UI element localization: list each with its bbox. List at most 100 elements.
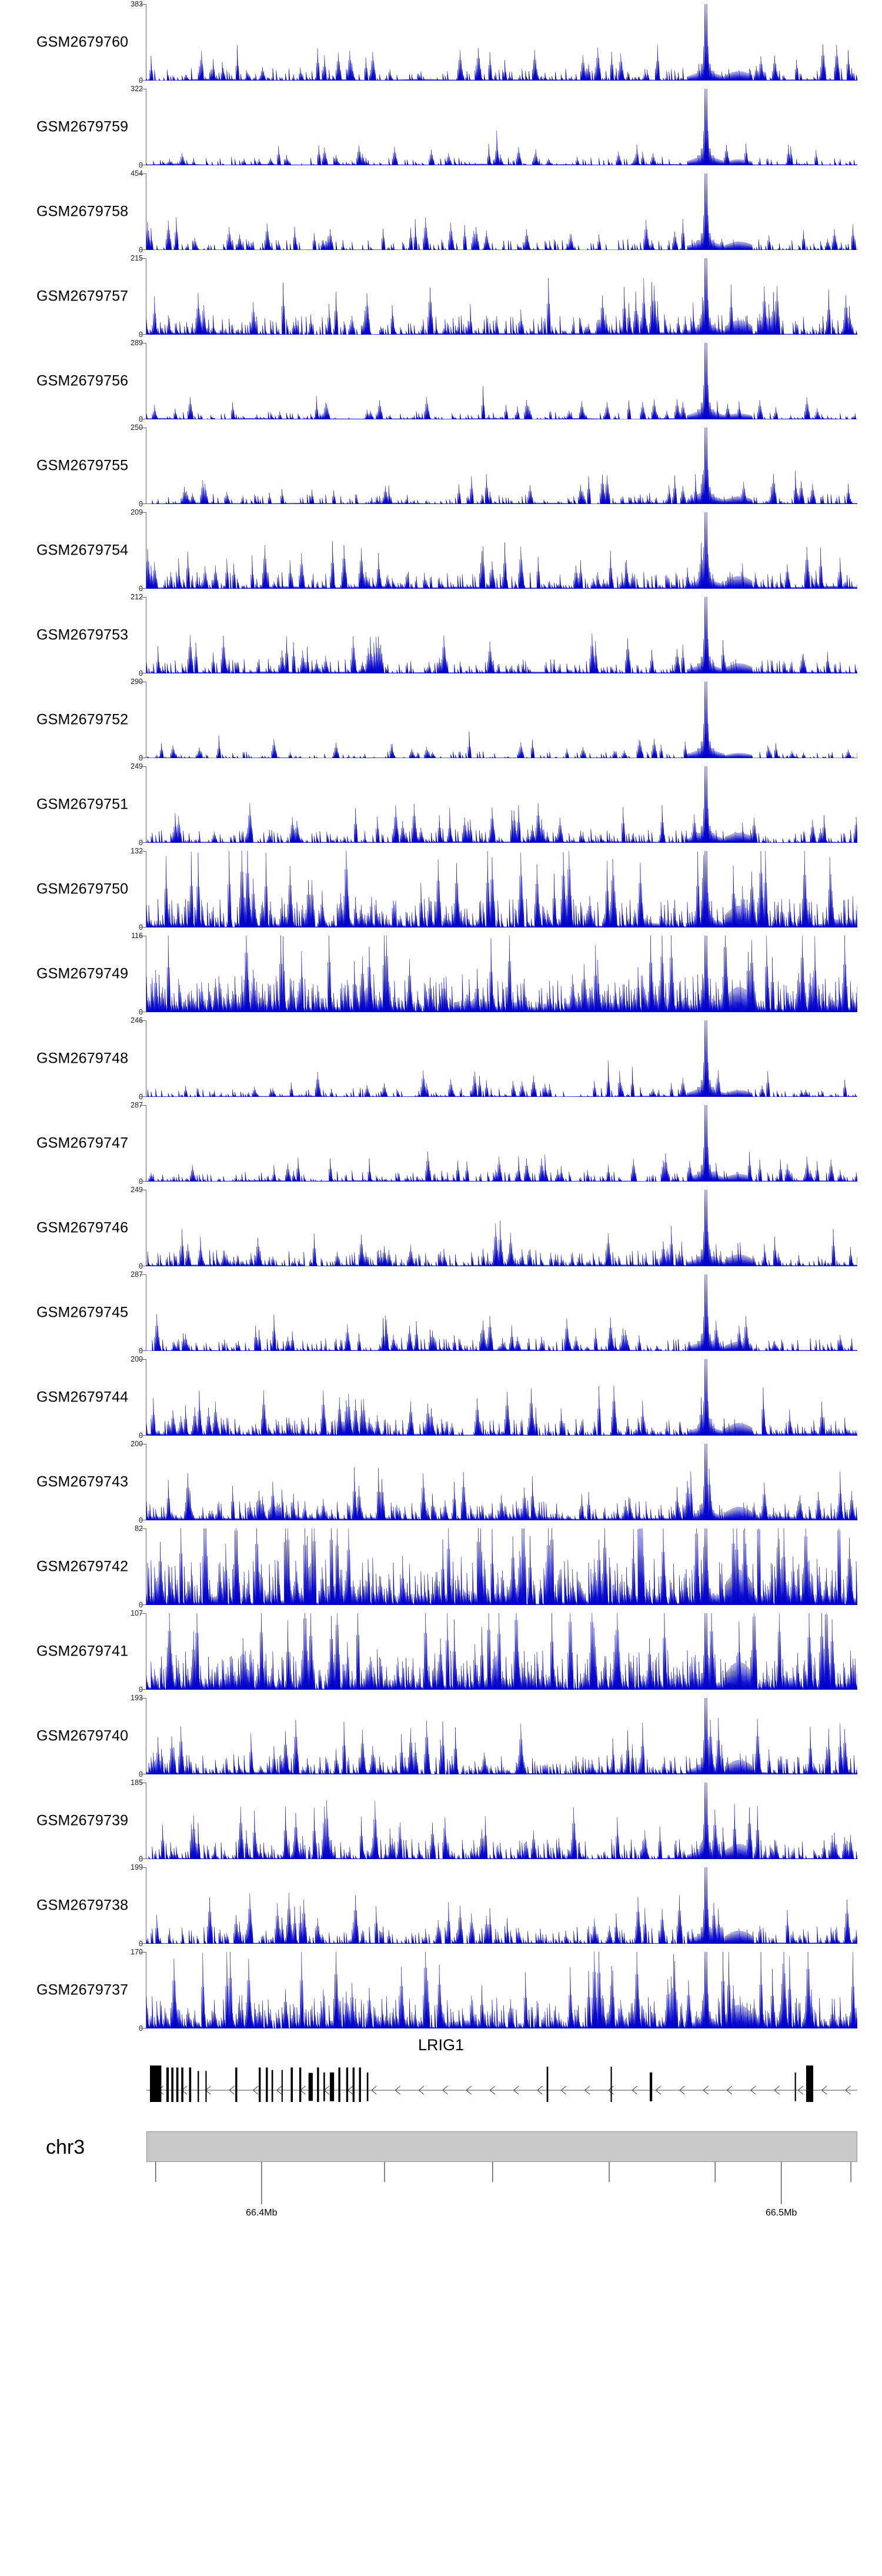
track-sample-label: GSM2679742 <box>36 1558 129 1575</box>
track-coverage-plot[interactable] <box>146 766 857 843</box>
axis-tick-label: 66.5Mb <box>765 2208 797 2218</box>
coverage-track-row[interactable]: GSM26797552500 <box>0 423 882 508</box>
track-y-axis-tick <box>140 1698 146 1699</box>
track-y-axis-tick <box>140 173 146 174</box>
track-axis-max-label: 289 <box>131 339 143 347</box>
track-coverage-plot[interactable] <box>146 936 857 1012</box>
track-coverage-plot[interactable] <box>146 597 857 673</box>
track-coverage-plot[interactable] <box>146 1105 857 1182</box>
coverage-track-row[interactable]: GSM26797462490 <box>0 1186 882 1270</box>
coverage-track-row[interactable]: GSM26797522900 <box>0 678 882 762</box>
track-sample-label: GSM2679753 <box>36 626 129 643</box>
coverage-track-row[interactable]: GSM26797472870 <box>0 1101 882 1186</box>
track-y-axis-tick <box>140 1096 146 1097</box>
track-coverage-plot[interactable] <box>146 1444 857 1520</box>
track-axis-max-label: 193 <box>131 1694 143 1702</box>
track-y-axis-tick <box>140 1350 146 1351</box>
coverage-track-row[interactable]: GSM26797452870 <box>0 1270 882 1355</box>
track-sample-label: GSM2679759 <box>36 118 129 135</box>
coverage-track-row[interactable]: GSM26797482460 <box>0 1016 882 1101</box>
track-y-axis-tick <box>140 4 146 5</box>
track-axis-max-label: 185 <box>131 1778 143 1787</box>
track-coverage-plot[interactable] <box>146 1529 857 1605</box>
track-coverage-plot[interactable] <box>146 1359 857 1436</box>
coverage-track-row[interactable]: GSM26797532120 <box>0 593 882 678</box>
track-sample-label: GSM2679754 <box>36 542 129 559</box>
track-coverage-plot[interactable] <box>146 1783 857 1859</box>
coverage-track-row[interactable]: GSM26797542090 <box>0 508 882 593</box>
track-coverage-plot[interactable] <box>146 258 857 335</box>
track-axis-max-label: 82 <box>135 1524 143 1533</box>
chromosome-ideogram-bar[interactable] <box>146 2131 857 2162</box>
track-coverage-plot[interactable] <box>146 428 857 504</box>
track-y-axis-tick <box>140 249 146 250</box>
track-coverage-plot[interactable] <box>146 851 857 927</box>
coverage-track-row[interactable]: GSM2679742820 <box>0 1524 882 1609</box>
track-y-axis-tick <box>140 588 146 589</box>
track-y-axis-tick <box>140 1435 146 1436</box>
track-axis-max-label: 170 <box>131 1948 143 1956</box>
track-coverage-plot[interactable] <box>146 1190 857 1266</box>
track-coverage-plot[interactable] <box>146 1698 857 1774</box>
track-axis-max-label: 107 <box>131 1609 143 1617</box>
track-axis-max-label: 215 <box>131 254 143 262</box>
track-sample-label: GSM2679745 <box>36 1304 129 1321</box>
genomic-coordinate-axis: 66.4Mb 66.5Mb <box>146 2162 857 2233</box>
track-axis-max-label: 212 <box>131 593 143 601</box>
track-coverage-plot[interactable] <box>146 4 857 81</box>
track-y-axis-tick <box>140 80 146 81</box>
track-coverage-plot[interactable] <box>146 1867 857 1944</box>
ideogram-panel: chr3 66.4Mb 66.5Mb <box>0 2121 882 2238</box>
track-y-axis-tick <box>140 1858 146 1859</box>
track-sample-label: GSM2679757 <box>36 288 129 305</box>
track-axis-max-label: 287 <box>131 1101 143 1109</box>
coverage-track-row[interactable]: GSM26797603830 <box>0 0 882 85</box>
track-sample-label: GSM2679740 <box>36 1727 129 1744</box>
track-sample-label: GSM2679748 <box>36 1050 129 1067</box>
track-y-axis-tick <box>140 1689 146 1690</box>
track-axis-max-label: 383 <box>131 0 143 8</box>
coverage-track-row[interactable]: GSM26797501320 <box>0 847 882 932</box>
track-coverage-plot[interactable] <box>146 1613 857 1690</box>
gene-name-label: LRIG1 <box>417 2036 465 2054</box>
track-y-axis-tick <box>140 1020 146 1021</box>
track-sample-label: GSM2679751 <box>36 796 129 813</box>
track-coverage-plot[interactable] <box>146 1274 857 1351</box>
track-coverage-plot[interactable] <box>146 1020 857 1097</box>
track-axis-max-label: 287 <box>131 1270 143 1279</box>
track-y-axis-tick <box>140 512 146 513</box>
chromosome-label: chr3 <box>46 2136 85 2158</box>
coverage-track-row[interactable]: GSM26797572150 <box>0 254 882 339</box>
track-coverage-plot[interactable] <box>146 682 857 758</box>
track-sample-label: GSM2679747 <box>36 1134 129 1152</box>
track-y-axis-tick <box>140 1952 146 1953</box>
gene-model-panel: LRIG1 <box>0 2033 882 2121</box>
track-coverage-plot[interactable] <box>146 1952 857 2028</box>
track-y-axis-tick <box>140 1613 146 1614</box>
track-axis-max-label: 209 <box>131 508 143 516</box>
coverage-track-row[interactable]: GSM26797442000 <box>0 1355 882 1440</box>
track-coverage-plot[interactable] <box>146 89 857 165</box>
coverage-track-row[interactable]: GSM26797371700 <box>0 1948 882 2033</box>
coverage-track-row[interactable]: GSM26797491160 <box>0 932 882 1016</box>
track-axis-max-label: 200 <box>131 1440 143 1448</box>
track-axis-max-label: 246 <box>131 1016 143 1025</box>
coverage-tracks-container: GSM26797603830GSM26797593220GSM267975845… <box>0 0 882 2033</box>
coverage-track-row[interactable]: GSM26797432000 <box>0 1440 882 1524</box>
gene-model-track[interactable] <box>146 2061 857 2102</box>
coverage-track-row[interactable]: GSM26797562890 <box>0 339 882 423</box>
coverage-track-row[interactable]: GSM26797584540 <box>0 169 882 254</box>
track-sample-label: GSM2679750 <box>36 880 129 897</box>
track-coverage-plot[interactable] <box>146 512 857 589</box>
track-y-axis-tick <box>140 851 146 852</box>
track-coverage-plot[interactable] <box>146 343 857 419</box>
coverage-track-row[interactable]: GSM26797381990 <box>0 1863 882 1948</box>
track-sample-label: GSM2679746 <box>36 1219 129 1236</box>
coverage-track-row[interactable]: GSM26797401930 <box>0 1694 882 1778</box>
track-sample-label: GSM2679744 <box>36 1389 129 1406</box>
coverage-track-row[interactable]: GSM26797391850 <box>0 1778 882 1863</box>
track-coverage-plot[interactable] <box>146 173 857 250</box>
coverage-track-row[interactable]: GSM26797593220 <box>0 85 882 169</box>
coverage-track-row[interactable]: GSM26797411070 <box>0 1609 882 1694</box>
coverage-track-row[interactable]: GSM26797512490 <box>0 762 882 847</box>
